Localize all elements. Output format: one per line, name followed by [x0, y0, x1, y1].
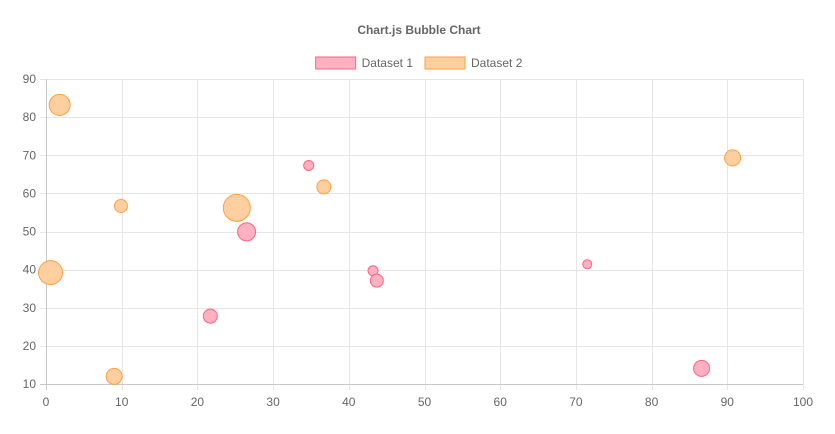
bubble-series-2-point-5[interactable] — [38, 260, 64, 286]
y-tick-label: 40 — [23, 263, 37, 277]
bubble-series-1-point-6[interactable] — [582, 259, 593, 270]
legend: Dataset 1 Dataset 2 — [315, 56, 523, 70]
bubble-series-1-point-2[interactable] — [202, 308, 218, 324]
x-tick-label: 60 — [494, 395, 508, 409]
x-tick-label: 0 — [43, 395, 50, 409]
chart-title: Chart.js Bubble Chart — [357, 23, 480, 37]
bubble-series-2-point-4[interactable] — [316, 179, 332, 195]
x-tick-label: 30 — [266, 395, 280, 409]
bubble-series-2-point-6[interactable] — [105, 367, 123, 385]
x-tick-label: 40 — [342, 395, 356, 409]
x-tick-label: 50 — [418, 395, 432, 409]
x-tick-label: 80 — [645, 395, 659, 409]
legend-label-2: Dataset 2 — [471, 56, 523, 70]
y-tick-label: 20 — [23, 339, 37, 353]
bubble-series-2-point-1[interactable] — [48, 93, 71, 116]
x-tick-label: 70 — [569, 395, 583, 409]
legend-swatch-2[interactable] — [424, 56, 466, 70]
y-tick-label: 80 — [23, 110, 37, 124]
x-tick-label: 20 — [191, 395, 205, 409]
grid — [40, 79, 804, 390]
y-tick-label: 60 — [23, 186, 37, 200]
bubble-series-2-point-2[interactable] — [113, 198, 128, 213]
bubble-series-2-point-7[interactable] — [724, 149, 742, 167]
y-tick-label: 70 — [23, 148, 37, 162]
x-tick-label: 100 — [793, 395, 813, 409]
bubble-series-2-point-3[interactable] — [222, 193, 251, 222]
y-tick-label: 10 — [23, 377, 37, 391]
axes — [40, 79, 803, 390]
x-tick-label: 10 — [115, 395, 129, 409]
legend-swatch-1[interactable] — [315, 56, 357, 70]
bubble-series-1-point-3[interactable] — [237, 222, 257, 242]
bubbles — [38, 93, 742, 385]
bubble-series-1-point-7[interactable] — [693, 359, 711, 377]
x-tick-label: 90 — [721, 395, 735, 409]
y-tick-label: 30 — [23, 301, 37, 315]
y-tick-label: 50 — [23, 225, 37, 239]
bubble-series-1-point-1[interactable] — [303, 160, 315, 172]
bubble-series-1-point-5[interactable] — [369, 273, 384, 288]
legend-label-1: Dataset 1 — [362, 56, 414, 70]
y-tick-label: 90 — [23, 72, 37, 86]
y-axis-ticks: 10 20 30 40 50 60 70 80 90 — [23, 72, 37, 391]
x-axis-ticks: 0 10 20 30 40 50 60 70 80 90 100 — [43, 395, 814, 409]
